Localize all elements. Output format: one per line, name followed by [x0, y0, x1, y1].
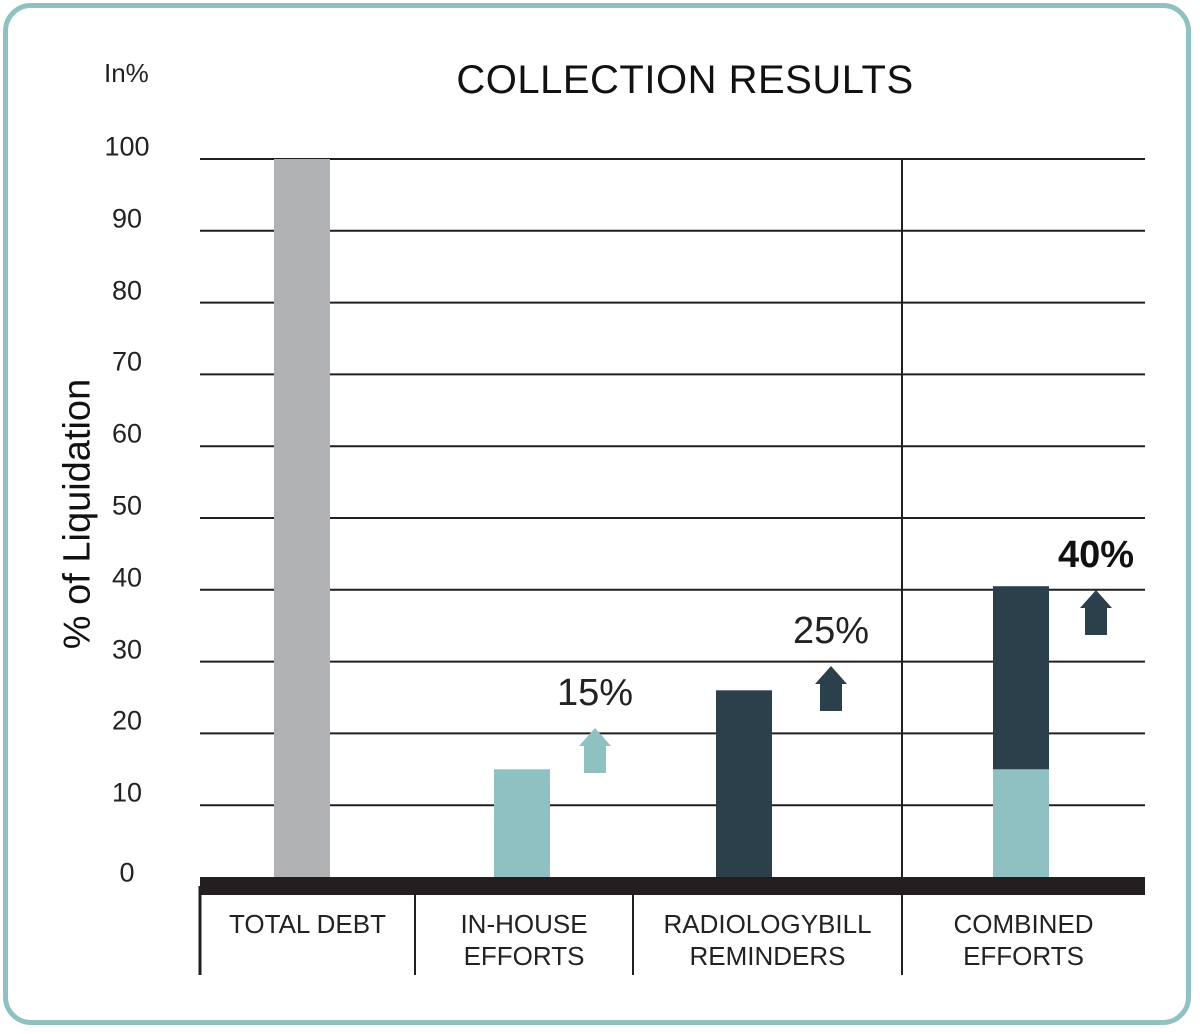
- percent-annotation: 15%: [556, 672, 634, 714]
- x-category-label-line: EFFORTS: [963, 941, 1084, 971]
- x-category-label-line: RADIOLOGYBILL: [663, 909, 872, 939]
- x-category-label-line: COMBINED: [953, 909, 1094, 939]
- up-arrow-icon: [1080, 590, 1112, 635]
- x-category-label: TOTAL DEBT: [200, 908, 415, 940]
- y-tick-label: 10: [111, 777, 143, 808]
- x-category-label-line: TOTAL DEBT: [229, 909, 386, 939]
- y-tick-label: 60: [111, 418, 143, 449]
- percent-annotation: 25%: [792, 610, 870, 652]
- x-category-label: COMBINED EFFORTS: [902, 908, 1145, 972]
- y-tick-label: 100: [104, 131, 150, 162]
- x-category-label-line: EFFORTS: [463, 941, 585, 971]
- x-category-label: IN-HOUSE EFFORTS: [415, 908, 633, 972]
- bar-segment: [716, 690, 772, 877]
- bar-segment: [993, 769, 1049, 877]
- y-tick-label: 0: [119, 857, 135, 888]
- chart-title: COLLECTION RESULTS: [456, 58, 914, 102]
- x-category-label-line: IN-HOUSE: [460, 909, 588, 939]
- y-tick-label: 50: [111, 490, 143, 521]
- x-axis-baseline: [200, 877, 1145, 895]
- bar-segment: [993, 586, 1049, 770]
- x-category-label: RADIOLOGYBILL REMINDERS: [633, 908, 902, 972]
- percent-annotation: 40%: [1057, 534, 1135, 576]
- y-tick-label: 90: [111, 203, 143, 234]
- y-tick-label: 20: [111, 705, 143, 736]
- x-category-label-line: REMINDERS: [689, 941, 846, 971]
- y-tick-label: 40: [111, 562, 143, 593]
- bar-segment: [494, 769, 550, 877]
- up-arrow-icon: [579, 728, 611, 773]
- up-arrow-icon: [815, 666, 847, 711]
- y-tick-label: 80: [111, 275, 143, 306]
- unit-label: In%: [104, 58, 149, 88]
- bar-segment: [274, 159, 330, 877]
- y-tick-label: 70: [111, 346, 143, 377]
- y-tick-label: 30: [111, 634, 143, 665]
